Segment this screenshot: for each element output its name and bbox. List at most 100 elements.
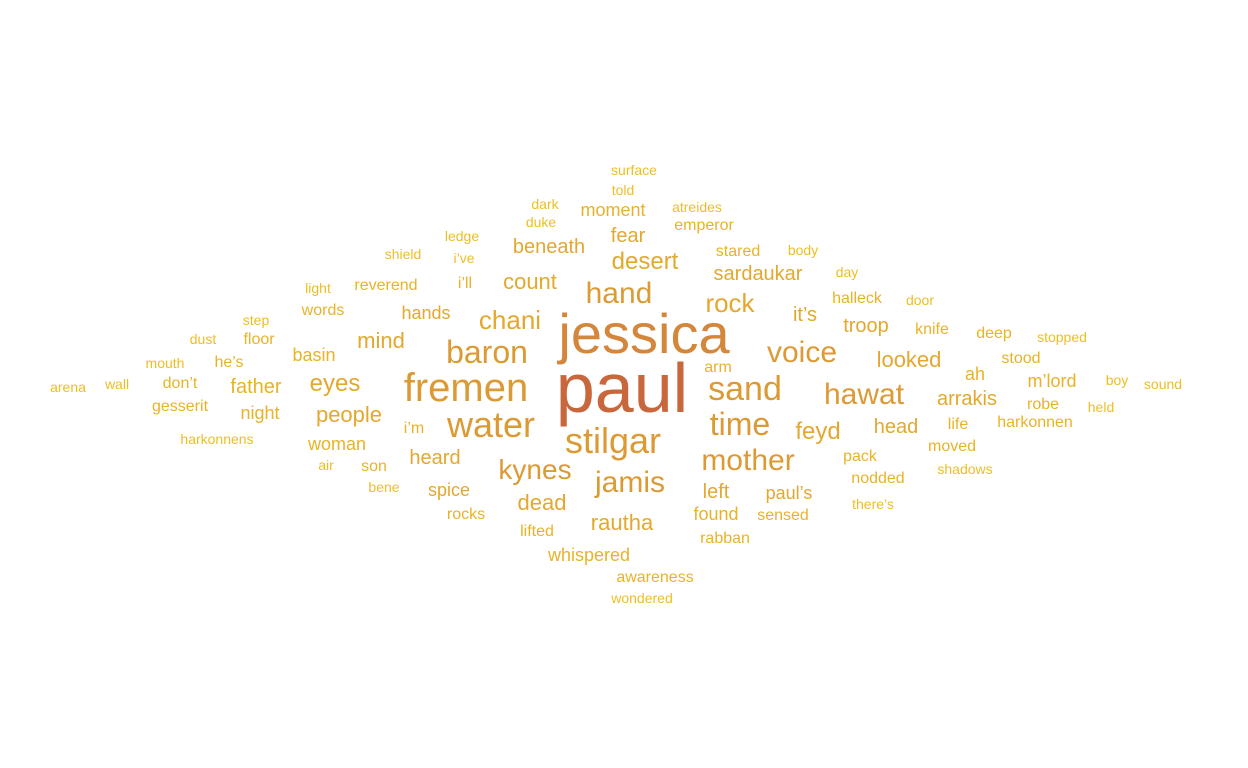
cloud-word: head xyxy=(873,416,919,438)
cloud-word: wall xyxy=(104,376,130,392)
cloud-word: robe xyxy=(1026,396,1060,413)
cloud-word: fremen xyxy=(403,366,529,410)
cloud-word: dark xyxy=(531,196,559,212)
cloud-word: atreides xyxy=(672,199,722,215)
cloud-word: kynes xyxy=(498,454,572,485)
cloud-word: chani xyxy=(478,305,542,335)
cloud-word: whispered xyxy=(547,545,631,565)
cloud-word: eyes xyxy=(309,370,361,397)
cloud-word: deep xyxy=(976,325,1012,342)
cloud-word: paul’s xyxy=(765,483,813,503)
cloud-word: water xyxy=(446,404,536,445)
cloud-word: stopped xyxy=(1037,329,1087,345)
cloud-word: i’ve xyxy=(453,250,475,266)
cloud-word: found xyxy=(693,504,739,524)
cloud-word: harkonnens xyxy=(180,431,254,447)
cloud-word: hands xyxy=(401,303,451,323)
cloud-word: basin xyxy=(292,345,336,365)
cloud-word: don’t xyxy=(162,375,198,392)
cloud-word: wondered xyxy=(611,590,673,606)
cloud-word: stood xyxy=(1001,350,1041,367)
cloud-word: beneath xyxy=(512,236,586,258)
cloud-word: m’lord xyxy=(1027,371,1077,391)
cloud-word: rautha xyxy=(590,510,654,535)
cloud-word: ah xyxy=(964,364,986,384)
cloud-word: sardaukar xyxy=(713,263,803,285)
cloud-word: halleck xyxy=(832,290,882,307)
cloud-word: looked xyxy=(876,347,942,372)
cloud-word: pack xyxy=(843,448,877,465)
cloud-word: boy xyxy=(1105,372,1129,388)
cloud-word: awareness xyxy=(616,569,694,586)
cloud-word: i’m xyxy=(403,420,425,437)
cloud-word: shield xyxy=(384,246,422,262)
cloud-word: duke xyxy=(525,214,557,230)
cloud-word: nodded xyxy=(851,470,905,487)
cloud-word: jamis xyxy=(594,466,666,499)
cloud-word: woman xyxy=(307,434,367,454)
cloud-word: sensed xyxy=(757,507,809,524)
cloud-word: door xyxy=(905,292,935,308)
cloud-word: harkonnen xyxy=(997,414,1073,431)
cloud-word: knife xyxy=(915,321,949,338)
cloud-word: moment xyxy=(580,200,646,220)
cloud-word: moved xyxy=(927,438,977,455)
cloud-word: air xyxy=(318,457,334,473)
cloud-word: sand xyxy=(708,370,782,408)
cloud-word: life xyxy=(947,416,969,433)
cloud-word: day xyxy=(835,264,859,280)
cloud-word: hawat xyxy=(823,378,905,411)
cloud-word: dust xyxy=(189,331,217,347)
cloud-word: reverend xyxy=(354,277,418,294)
cloud-word: time xyxy=(709,406,771,442)
cloud-word: lifted xyxy=(520,523,554,540)
cloud-word: people xyxy=(315,402,383,427)
cloud-word: i’ll xyxy=(457,275,473,292)
cloud-word: sound xyxy=(1143,376,1183,392)
cloud-word: emperor xyxy=(674,217,734,234)
cloud-word: hand xyxy=(585,277,653,310)
cloud-word: jessica xyxy=(558,302,730,365)
cloud-word: stilgar xyxy=(564,420,662,461)
cloud-word: father xyxy=(230,376,282,398)
cloud-word: mind xyxy=(357,328,405,353)
cloud-word: arrakis xyxy=(936,388,998,410)
cloud-word: mother xyxy=(701,444,795,477)
cloud-word: step xyxy=(242,312,270,328)
cloud-word: mouth xyxy=(145,355,185,371)
cloud-word: floor xyxy=(243,331,275,348)
cloud-word: bene xyxy=(368,479,400,495)
cloud-word: desert xyxy=(611,248,679,275)
cloud-word: count xyxy=(503,269,557,294)
cloud-word: words xyxy=(301,302,345,319)
cloud-word: rocks xyxy=(446,506,486,523)
cloud-word: rock xyxy=(705,288,755,318)
cloud-word: left xyxy=(702,481,730,503)
cloud-word: shadows xyxy=(937,461,993,477)
cloud-word: troop xyxy=(843,315,889,337)
cloud-word: there’s xyxy=(852,496,894,512)
cloud-word: feyd xyxy=(795,418,841,445)
cloud-word: heard xyxy=(409,447,461,469)
cloud-word: body xyxy=(787,242,819,258)
cloud-word: stared xyxy=(715,243,761,260)
cloud-word: baron xyxy=(446,334,528,370)
cloud-word: light xyxy=(305,280,331,296)
cloud-word: night xyxy=(240,403,280,423)
cloud-word: held xyxy=(1087,399,1115,415)
cloud-word: arm xyxy=(704,359,732,376)
cloud-word: ledge xyxy=(444,228,480,244)
cloud-word: it’s xyxy=(792,304,818,326)
cloud-word: voice xyxy=(766,336,838,369)
cloud-word: arena xyxy=(50,379,86,395)
cloud-word: he’s xyxy=(214,354,244,371)
cloud-word: paul xyxy=(555,349,689,427)
cloud-word: surface xyxy=(611,162,657,178)
cloud-word: rabban xyxy=(700,530,750,547)
cloud-word: son xyxy=(361,458,387,475)
cloud-word: told xyxy=(611,182,635,198)
cloud-word: gesserit xyxy=(151,398,209,415)
cloud-word: dead xyxy=(517,490,567,515)
cloud-word: spice xyxy=(427,480,471,500)
